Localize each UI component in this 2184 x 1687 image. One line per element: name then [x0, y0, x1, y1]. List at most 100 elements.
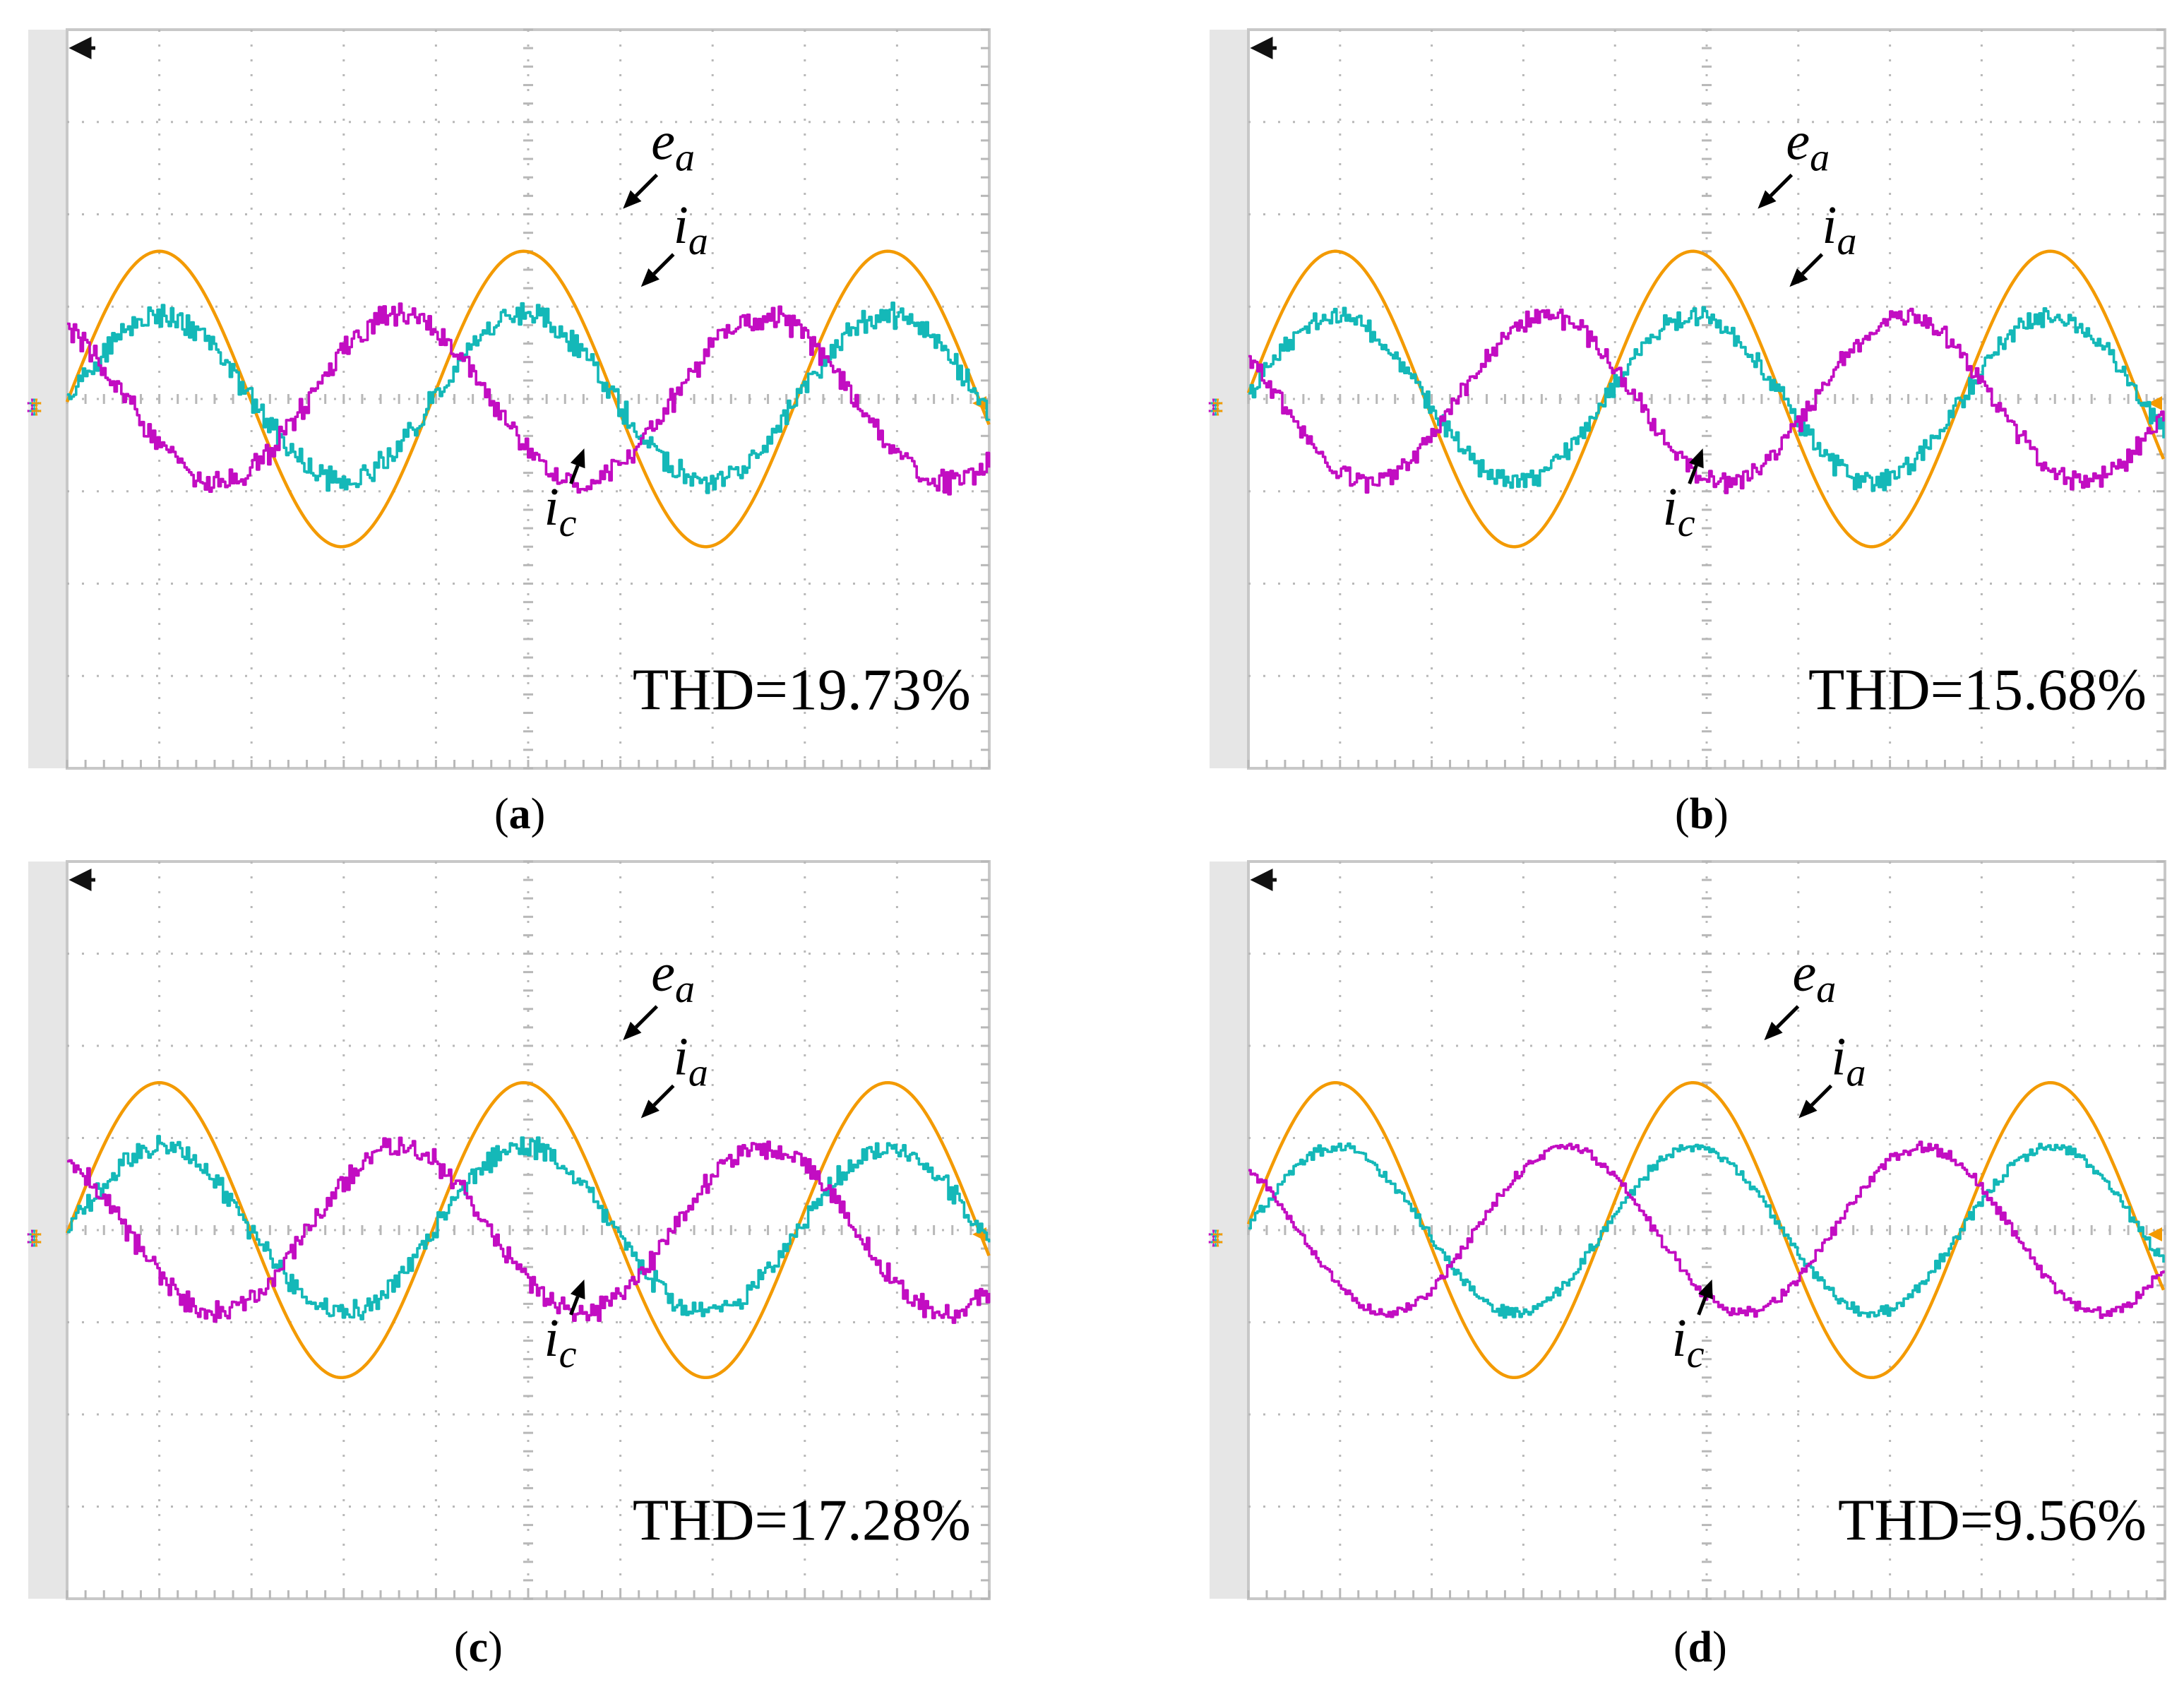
trace-label-ia-base: i — [674, 196, 688, 255]
thd-annotation: THD=9.56% — [1838, 1487, 2147, 1553]
ground-marker-i_a: ‡ — [29, 1226, 40, 1249]
callout-ea-arrow-line — [1769, 173, 1794, 197]
thd-annotation: THD=17.28% — [633, 1487, 971, 1553]
trace-label-ic: ic — [1663, 477, 1695, 545]
trace-label-ea: ea — [1792, 943, 1836, 1011]
callout-ic-arrow-line — [569, 465, 580, 484]
trace-label-ic-base: i — [1663, 477, 1678, 537]
trace-label-ea: ea — [1786, 112, 1830, 180]
trace-label-ia-base: i — [1831, 1027, 1846, 1086]
trace-label-ea: ea — [651, 943, 695, 1011]
scope-grid — [66, 860, 991, 1600]
trace-label-ic-sub: c — [1678, 501, 1695, 545]
ground-marker-i_c: ‡ — [27, 1226, 37, 1249]
ground-marker-e_a: ‡ — [1212, 395, 1223, 418]
thd-annotation: THD=19.73% — [633, 657, 971, 722]
callout-ea-arrowhead — [623, 1021, 642, 1041]
trace-label-ia-sub: a — [1846, 1051, 1866, 1095]
trace-label-ia-base: i — [1822, 196, 1837, 255]
panel-caption-c: (c) — [454, 1623, 503, 1671]
trace-label-ea-base: e — [651, 112, 675, 172]
thd-annotation: THD=15.68% — [1808, 657, 2147, 722]
panel-caption-d: (d) — [1673, 1623, 1727, 1671]
trace-label-ic-sub: c — [1687, 1333, 1705, 1376]
trace-label-ic: ic — [544, 477, 576, 545]
trace-label-ic-base: i — [1672, 1309, 1687, 1368]
ground-marker-i_a: ‡ — [1210, 1226, 1221, 1249]
callout-ia-arrow-line — [1810, 1084, 1833, 1107]
ground-marker-e_a: ‡ — [31, 1226, 42, 1249]
trace-label-ea-sub: a — [675, 136, 695, 180]
callout-ea-arrow-line — [634, 173, 659, 197]
waveform-i-a — [67, 1135, 991, 1321]
ground-marker-i_c: ‡ — [1208, 395, 1219, 418]
panel-caption-b: (b) — [1675, 790, 1729, 838]
trigger-marker-icon — [68, 868, 95, 892]
ground-marker-e_a: ‡ — [1212, 1226, 1223, 1249]
scope-left-strip — [28, 30, 67, 768]
ground-marker-i_c: ‡ — [1208, 1226, 1219, 1249]
callout-ea-arrowhead — [1758, 190, 1777, 209]
ground-marker-i_c: ‡ — [27, 395, 37, 418]
trace-label-ic: ic — [544, 1309, 576, 1376]
waveform-e-a — [1246, 249, 2166, 549]
panel-caption-c-letter: c — [468, 1623, 489, 1671]
trigger-marker-icon — [68, 36, 95, 60]
trace-label-ea: ea — [651, 112, 695, 180]
callout-ic-arrow-line — [1697, 1296, 1707, 1316]
trigger-level-icon — [2148, 1227, 2162, 1241]
waveform-i-c — [67, 1136, 991, 1324]
trace-label-ic-base: i — [544, 1309, 559, 1368]
trace-label-ia: ia — [674, 1027, 708, 1095]
trace-label-ia-sub: a — [1837, 220, 1856, 263]
callout-ea-arrowhead — [623, 190, 642, 209]
trace-label-ia-base: i — [674, 1027, 688, 1086]
trace-label-ic-base: i — [544, 477, 559, 537]
panel-caption-d-letter: d — [1688, 1623, 1713, 1671]
trace-label-ea-sub: a — [1816, 967, 1836, 1011]
callout-ia-arrowhead — [640, 1099, 660, 1119]
scope-grid — [66, 28, 991, 770]
ground-marker-i_a: ‡ — [29, 395, 40, 418]
trace-label-ic-sub: c — [559, 1333, 577, 1376]
trace-label-ea-base: e — [651, 943, 675, 1003]
waveform-i-a — [67, 302, 991, 494]
ground-marker-i_a: ‡ — [1210, 395, 1221, 418]
callout-ia-arrowhead — [1798, 1099, 1818, 1119]
callout-ea-arrowhead — [1764, 1021, 1783, 1041]
ground-marker-e_a: ‡ — [31, 395, 42, 418]
trace-label-ia-sub: a — [688, 220, 708, 263]
callout-ia-arrowhead — [640, 268, 660, 287]
panel-caption-a-letter: a — [508, 790, 531, 838]
trigger-marker-icon — [1250, 868, 1277, 892]
callout-ic-arrow-line — [569, 1296, 580, 1316]
callout-ia-arrowhead — [1789, 268, 1808, 287]
panel-caption-a: (a) — [494, 790, 546, 838]
trace-label-ic: ic — [1672, 1309, 1705, 1376]
trace-label-ic-sub: c — [559, 501, 577, 545]
trigger-marker-icon — [1250, 36, 1277, 60]
waveform-e-a — [65, 1080, 991, 1380]
trace-label-ia: ia — [1822, 196, 1856, 263]
trigger-level-icon — [2148, 396, 2162, 410]
callout-ic-arrowhead — [1689, 448, 1704, 469]
callout-ic-arrowhead — [1698, 1279, 1713, 1300]
trace-label-ea-sub: a — [675, 967, 695, 1011]
waveform-e-a — [1246, 1080, 2166, 1380]
callout-ea-arrow-line — [1776, 1005, 1800, 1029]
panel-caption-b-letter: b — [1689, 790, 1714, 838]
trace-label-ia: ia — [1831, 1027, 1866, 1095]
callout-ia-arrow-line — [652, 1084, 675, 1107]
trace-label-ia: ia — [674, 196, 708, 263]
trace-label-ea-base: e — [1792, 943, 1816, 1003]
scope-left-strip — [1210, 30, 1248, 768]
callout-ic-arrow-line — [1688, 465, 1698, 484]
waveform-e-a — [65, 249, 991, 549]
waveform-i-a — [1248, 1142, 2165, 1319]
scope-left-strip — [1210, 862, 1248, 1599]
